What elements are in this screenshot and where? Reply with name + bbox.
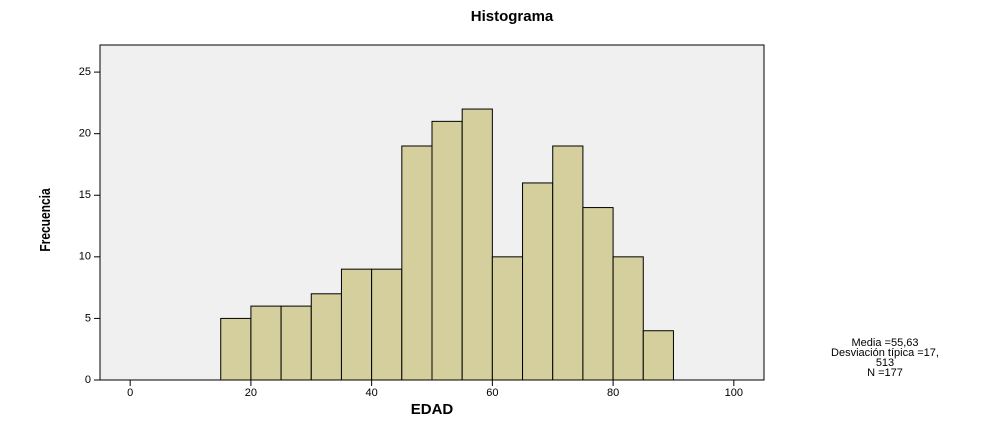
y-tick-label: 0 — [85, 374, 91, 386]
x-tick-label: 40 — [366, 387, 378, 399]
x-tick-label: 100 — [725, 387, 743, 399]
stat-line: Media =55,63 — [852, 337, 919, 349]
y-tick-label: 25 — [79, 66, 91, 78]
bar — [371, 268, 403, 381]
stat-line: 513 — [876, 357, 894, 369]
chart-title: Histograma — [471, 8, 554, 25]
bar — [612, 256, 644, 381]
bar — [461, 108, 493, 381]
bar — [522, 182, 554, 381]
bar — [340, 268, 373, 381]
bar — [582, 207, 614, 381]
x-tick-label: 0 — [127, 387, 133, 399]
y-tick-label: 10 — [79, 251, 91, 263]
bar — [431, 120, 463, 381]
x-axis-label: EDAD — [411, 401, 454, 418]
stat-line: Desviación típica =17, — [831, 347, 939, 359]
bar — [642, 330, 674, 381]
bar — [250, 305, 282, 381]
y-tick-label: 5 — [85, 312, 91, 324]
stat-line: N =177 — [867, 367, 903, 379]
bar — [491, 256, 524, 381]
y-tick-label: 20 — [79, 128, 91, 140]
x-tick-label: 20 — [245, 387, 257, 399]
x-tick-label: 60 — [486, 387, 498, 399]
x-tick-label: 80 — [607, 387, 619, 399]
bar — [552, 145, 584, 381]
bar — [280, 305, 312, 381]
y-axis-label: Frecuencia — [37, 188, 54, 252]
y-tick-label: 15 — [79, 189, 91, 201]
bar — [220, 317, 252, 381]
bar — [310, 293, 342, 381]
bar — [401, 145, 433, 381]
